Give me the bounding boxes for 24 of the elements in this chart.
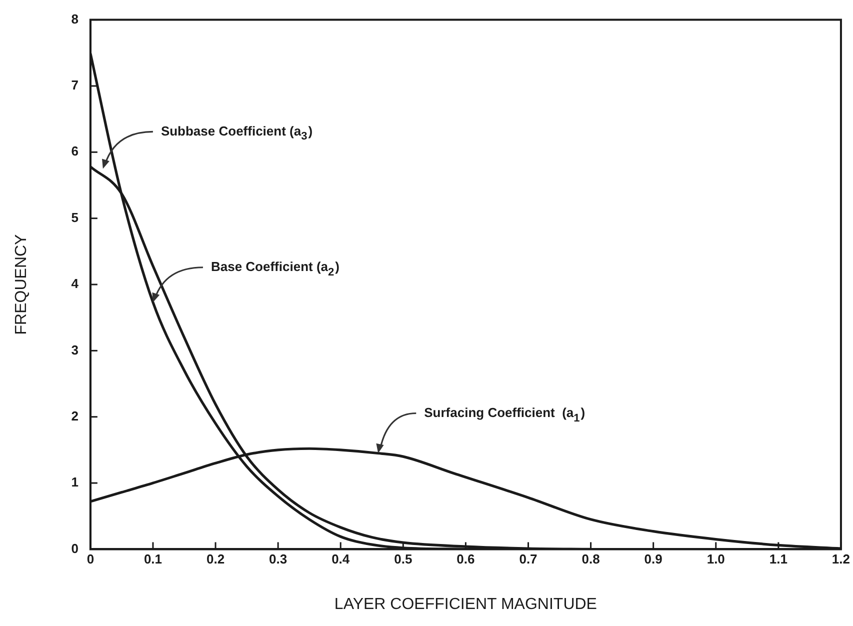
x-tick-label: 0.6 (456, 552, 475, 567)
x-tick-label: 0.8 (582, 552, 600, 567)
x-tick-label: 0.9 (644, 552, 662, 567)
x-tick-label: 0.2 (206, 552, 225, 567)
x-tick-label: 1.1 (769, 552, 788, 567)
x-tick-label: 0.7 (519, 552, 538, 567)
y-tick-label: 4 (71, 276, 80, 292)
y-tick-label: 6 (71, 144, 78, 159)
y-tick-label: 1 (71, 474, 78, 490)
y-tick-label: 3 (71, 342, 78, 358)
x-tick-label: 0.4 (332, 552, 350, 567)
y-tick-label: 7 (71, 78, 78, 93)
y-axis-title: FREQUENCY (13, 234, 30, 335)
y-tick-label: 0 (71, 540, 78, 556)
y-tick-label: 5 (71, 210, 78, 225)
x-tick-label: 0.1 (144, 552, 162, 567)
x-tick-label: 0 (86, 552, 94, 567)
x-tick-label: 1.2 (832, 552, 850, 567)
x-tick-label: 0.5 (394, 552, 412, 567)
x-axis-title: LAYER COEFFICIENT MAGNITUDE (334, 596, 597, 613)
y-tick-label: 2 (71, 408, 78, 424)
x-tick-label: 0.3 (269, 552, 288, 567)
y-tick-label: 8 (71, 11, 78, 26)
x-tick-label: 1.0 (706, 552, 725, 567)
